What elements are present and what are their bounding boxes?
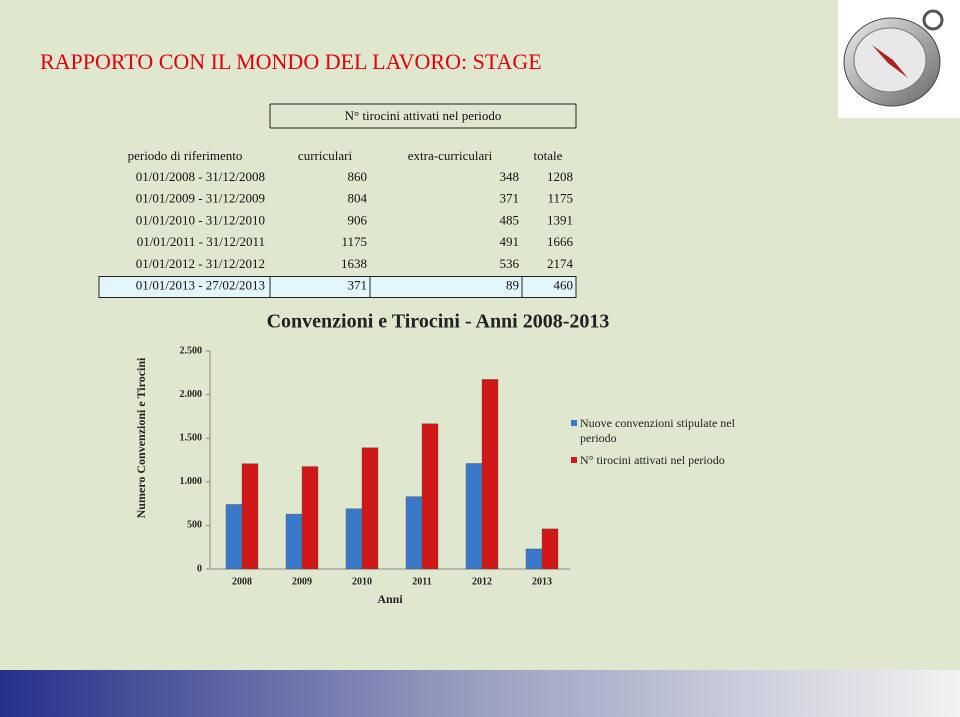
table-cell: 01/01/2012 - 31/12/2012 (136, 256, 265, 271)
table-header: extra-curriculari (408, 148, 493, 163)
footer-band (0, 670, 960, 717)
table-cell: 1391 (547, 212, 573, 227)
y-tick-label: 0 (197, 563, 202, 574)
slide-title: RAPPORTO CON IL MONDO DEL LAVORO: STAGE (40, 49, 542, 74)
table-cell: 01/01/2008 - 31/12/2008 (136, 169, 265, 184)
legend-swatch (571, 420, 577, 426)
table-cell: 1175 (341, 234, 367, 249)
table-cell: 348 (500, 169, 520, 184)
bar (465, 463, 483, 570)
table-cell: 491 (500, 234, 520, 249)
table-cell: 860 (348, 169, 368, 184)
background (838, 118, 960, 670)
table-cell: 1666 (547, 234, 574, 249)
y-tick-label: 500 (187, 520, 202, 531)
table-cell: 1175 (547, 191, 573, 206)
bar (525, 548, 543, 570)
bar (285, 513, 303, 570)
table-cell: 460 (554, 277, 574, 292)
table-cell: 01/01/2009 - 31/12/2009 (136, 191, 265, 206)
bar (405, 496, 423, 570)
y-tick-label: 2.500 (180, 345, 203, 356)
x-tick-label: 2009 (292, 576, 312, 587)
bar (225, 504, 243, 570)
x-tick-label: 2011 (412, 576, 431, 587)
compass-image (838, 0, 960, 118)
table-cell: 485 (500, 212, 520, 227)
table-header: periodo di riferimento (128, 148, 243, 163)
chart: Convenzioni e Tirocini - Anni 2008-2013 N… (134, 311, 610, 606)
table-header: curriculari (298, 148, 353, 163)
table-row-highlight (98, 276, 577, 298)
table-cell: 2174 (547, 256, 574, 271)
legend-swatch (571, 457, 577, 463)
table-header: totale (534, 148, 563, 163)
bar (421, 423, 439, 570)
y-tick-label: 2.000 (180, 389, 203, 400)
y-tick-label: 1.500 (180, 432, 203, 443)
y-axis-label: Numero Convenzioni e Tirocini (134, 357, 148, 518)
table-cell: 371 (348, 277, 368, 292)
bar (541, 528, 559, 570)
table-cell: 89 (506, 277, 519, 292)
table-group-header: N° tirocini attivati nel periodo (345, 108, 502, 123)
table-cell: 371 (500, 191, 520, 206)
bar (345, 508, 363, 570)
x-axis-label: Anni (377, 592, 403, 606)
bar (241, 463, 259, 570)
x-tick-label: 2010 (352, 576, 372, 587)
legend-label: Nuove convenzioni stipulate nel periodo (580, 416, 735, 445)
table-cell: 01/01/2013 - 27/02/2013 (136, 277, 265, 292)
bar (481, 379, 499, 570)
table: N° tirocini attivati nel periodo periodo … (98, 103, 577, 298)
x-tick-label: 2012 (472, 576, 492, 587)
y-tick-label: 1.000 (180, 476, 203, 487)
table-cell: 804 (348, 191, 368, 206)
chart-title: Convenzioni e Tirocini - Anni 2008-2013 (267, 311, 610, 333)
table-cell: 1208 (547, 169, 573, 184)
bar (361, 447, 379, 570)
table-cell: 1638 (341, 256, 367, 271)
table-cell: 906 (348, 212, 368, 227)
bar (301, 466, 319, 570)
table-cell: 536 (500, 256, 520, 271)
x-tick-label: 2013 (532, 576, 552, 587)
x-tick-label: 2008 (232, 576, 252, 587)
table-cell: 01/01/2010 - 31/12/2010 (136, 212, 265, 227)
table-cell: 01/01/2011 - 31/12/2011 (137, 234, 265, 249)
legend-label: N° tirocini attivati nel periodo (580, 453, 725, 467)
